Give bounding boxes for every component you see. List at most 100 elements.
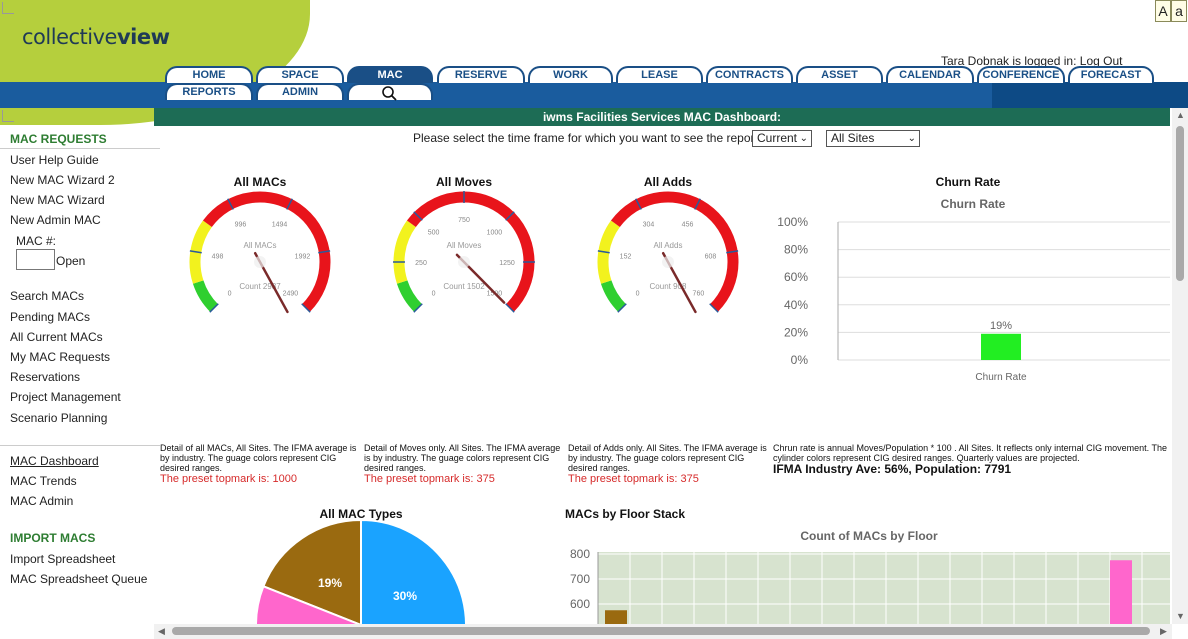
- font-size-small-button[interactable]: A: [1155, 0, 1171, 22]
- tab-work[interactable]: WORK: [528, 66, 613, 83]
- pie-slice-label: 19%: [318, 576, 342, 590]
- gauge-tick: [413, 211, 423, 221]
- logout-link[interactable]: Log Out: [1079, 54, 1123, 68]
- sidebar-item[interactable]: MAC Admin: [10, 494, 74, 508]
- sidebar-item[interactable]: MAC Dashboard: [10, 454, 99, 468]
- sidebar-item[interactable]: New MAC Wizard: [10, 193, 105, 207]
- gauge-tick: [726, 250, 739, 254]
- floor-chart: Count of MACs by Floor 800 700 600: [570, 529, 1170, 624]
- sidebar-item[interactable]: MAC Spreadsheet Queue: [10, 572, 148, 586]
- tab-reserve[interactable]: RESERVE: [437, 66, 525, 83]
- pie-slice-label: 30%: [393, 589, 417, 603]
- timeframe-value: Current: [757, 131, 798, 145]
- select-prompt: Please select the time frame for which y…: [413, 131, 768, 145]
- churn-y-tick: 40%: [784, 298, 808, 312]
- app-logo[interactable]: collectiveview: [22, 25, 170, 49]
- tab-search[interactable]: [347, 83, 433, 101]
- scroll-down-icon[interactable]: ▼: [1176, 611, 1185, 621]
- site-value: All Sites: [831, 131, 875, 145]
- sidebar-item[interactable]: New MAC Wizard 2: [10, 173, 115, 187]
- floor-bar: [1110, 560, 1132, 624]
- churn-outer-title: Churn Rate: [935, 175, 1001, 189]
- sidebar-item[interactable]: Project Management: [10, 390, 121, 404]
- gauge-tick: [227, 198, 234, 210]
- gauge-tick-label: 750: [458, 217, 470, 224]
- tab-lease[interactable]: LEASE: [616, 66, 703, 83]
- tab-admin[interactable]: ADMIN: [256, 83, 344, 100]
- tab-mac[interactable]: MAC: [347, 66, 433, 83]
- gauge-tick-label: 152: [620, 253, 632, 260]
- gauge-tick: [413, 303, 423, 313]
- sidebar-item[interactable]: New Admin MAC: [10, 213, 101, 227]
- tab-space[interactable]: SPACE: [256, 66, 344, 83]
- gauge-count-label: Count 908: [650, 282, 687, 291]
- search-icon: [382, 86, 397, 101]
- vertical-scroll-thumb[interactable]: [1176, 126, 1184, 281]
- floor-y-tick: 800: [570, 547, 590, 561]
- tab-reports[interactable]: REPORTS: [165, 83, 253, 100]
- horizontal-scroll-thumb[interactable]: [172, 627, 1150, 635]
- tab-contracts[interactable]: CONTRACTS: [706, 66, 793, 83]
- pie-chart-title: All MAC Types: [319, 507, 403, 521]
- gauge-tick: [286, 198, 293, 210]
- timeframe-select[interactable]: Current ⌄: [752, 130, 812, 147]
- font-size-large-button[interactable]: a: [1171, 0, 1187, 22]
- mac-number-input[interactable]: [16, 249, 55, 270]
- gauge-topmark: The preset topmark is: 1000: [160, 473, 297, 485]
- churn-bar-label: 19%: [990, 320, 1012, 332]
- sidebar-item[interactable]: Import Spreadsheet: [10, 552, 116, 566]
- dashboard-title: iwms Facilities Services MAC Dashboard:: [154, 108, 1170, 126]
- floor-bar: [605, 610, 627, 624]
- sidebar-item[interactable]: Search MACs: [10, 289, 85, 303]
- gauge-hub: [458, 256, 470, 268]
- open-mac-link[interactable]: Open: [56, 254, 86, 268]
- gauge-title: All MACs: [233, 175, 287, 189]
- churn-y-tick: 100%: [777, 215, 808, 229]
- tab-calendar[interactable]: CALENDAR: [886, 66, 974, 83]
- scroll-right-icon[interactable]: ▶: [1160, 626, 1167, 636]
- tab-asset[interactable]: ASSET: [796, 66, 883, 83]
- churn-x-label: Churn Rate: [975, 372, 1027, 383]
- gauge-tick-label: 304: [643, 222, 655, 229]
- gauge-band: [396, 280, 423, 312]
- sidebar-item[interactable]: Scenario Planning: [10, 411, 108, 425]
- gauge-tick-label: 498: [212, 253, 224, 260]
- sidebar-corner-mark: [2, 110, 14, 122]
- sidebar-item[interactable]: Pending MACs: [10, 310, 91, 324]
- gauge-center-label: All Adds: [654, 241, 683, 250]
- gauge-topmark: The preset topmark is: 375: [568, 473, 699, 485]
- gauge-band: [600, 280, 627, 312]
- gauge-tick-label: 0: [636, 290, 640, 297]
- sidebar-item[interactable]: User Help Guide: [10, 153, 99, 167]
- user-status: Tara Dobnak is logged in: Log Out: [941, 54, 1122, 68]
- gauge-center-label: All MACs: [244, 241, 277, 250]
- floor-y-tick: 700: [570, 572, 590, 586]
- scroll-up-icon[interactable]: ▲: [1176, 110, 1185, 120]
- gauge-tick-label: 0: [228, 290, 232, 297]
- site-select[interactable]: All Sites ⌄: [826, 130, 920, 147]
- churn-bar: [981, 333, 1021, 360]
- sidebar-item[interactable]: My MAC Requests: [10, 350, 111, 364]
- churn-y-tick: 0%: [791, 353, 809, 367]
- sidebar-item[interactable]: MAC Trends: [10, 474, 77, 488]
- corner-mark: [2, 2, 14, 14]
- floor-plot-area: [598, 552, 1170, 624]
- scroll-left-icon[interactable]: ◀: [158, 626, 165, 636]
- churn-chart: Churn Rate 0% 20% 40% 60% 80% 100% 19% Churn Rat…: [777, 197, 1170, 383]
- sidebar-item[interactable]: Reservations: [10, 370, 81, 384]
- gauge-hub: [254, 256, 266, 268]
- gauge-title: All Moves: [435, 175, 492, 189]
- tab-forecast[interactable]: FORECAST: [1068, 66, 1154, 83]
- churn-y-tick: 80%: [784, 243, 808, 257]
- tab-conference[interactable]: CONFERENCE: [977, 66, 1065, 83]
- tab-home[interactable]: HOME: [165, 66, 253, 83]
- gauge-description: Detail of Moves only. All Sites. The IFM…: [364, 443, 561, 473]
- sidebar-divider: [0, 148, 160, 149]
- sidebar-item[interactable]: All Current MACs: [10, 330, 103, 344]
- gauge-tick: [505, 211, 515, 221]
- floor-chart-title: Count of MACs by Floor: [800, 529, 938, 543]
- ifma-average: IFMA Industry Ave: 56%, Population: 7791: [773, 462, 1012, 476]
- pie-slice: [360, 520, 467, 624]
- gauge-band: [192, 280, 219, 312]
- gauge-tick: [694, 198, 701, 210]
